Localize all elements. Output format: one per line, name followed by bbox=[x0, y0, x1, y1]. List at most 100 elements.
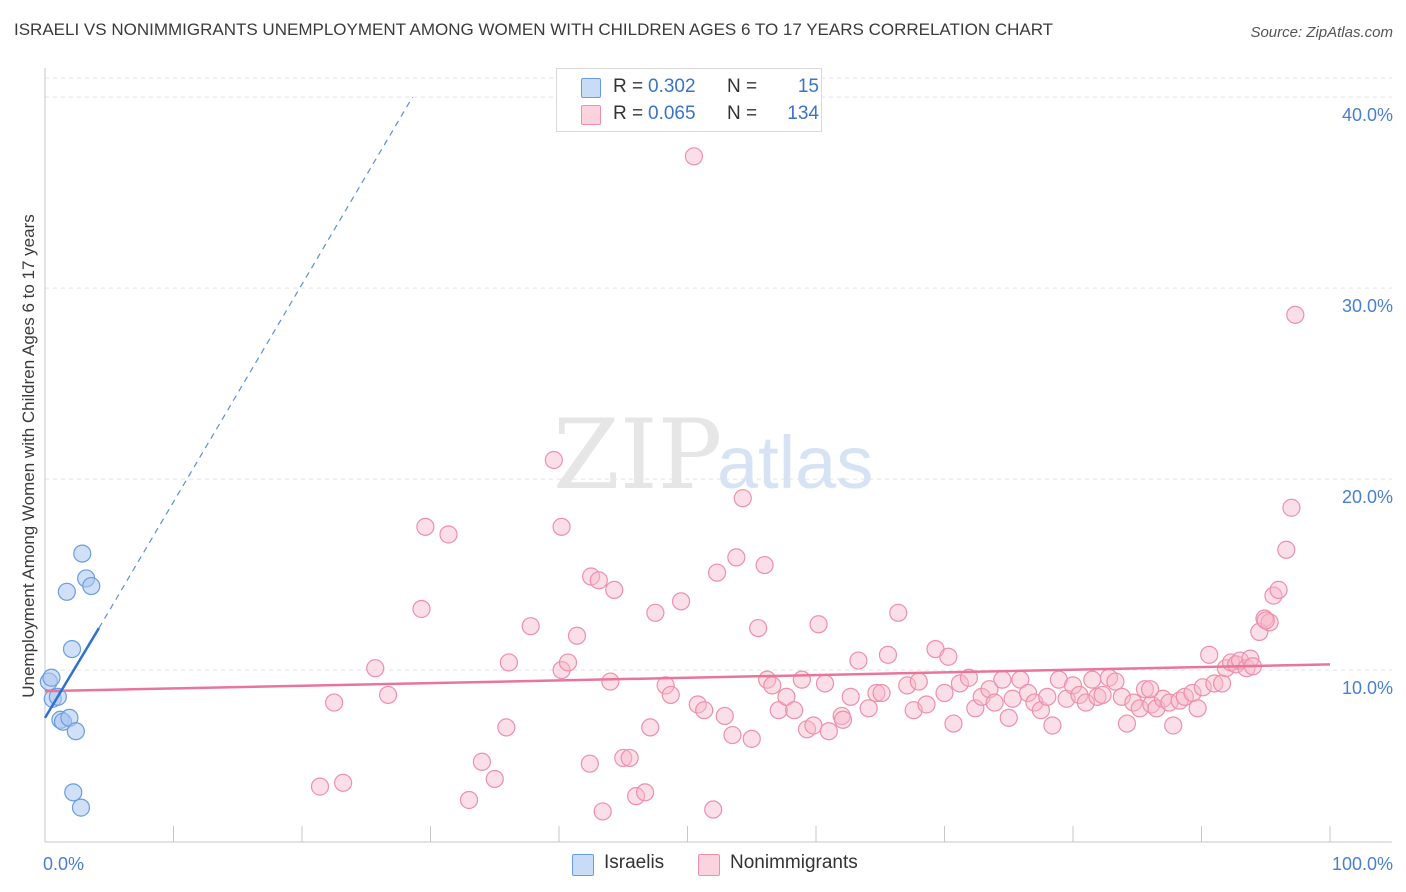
data-point-nonimmigrants bbox=[1237, 659, 1256, 678]
data-point-nonimmigrants bbox=[412, 599, 431, 619]
data-point-nonimmigrants bbox=[366, 659, 385, 678]
data-point-nonimmigrants bbox=[1216, 659, 1236, 678]
data-point-israelis bbox=[42, 668, 61, 687]
data-point-nonimmigrants bbox=[889, 603, 908, 622]
data-point-nonimmigrants bbox=[497, 718, 516, 737]
legend-n-value: 134 bbox=[787, 103, 819, 124]
data-point-nonimmigrants bbox=[727, 548, 746, 567]
data-point-nonimmigrants bbox=[985, 693, 1004, 712]
data-point-nonimmigrants bbox=[1063, 676, 1083, 695]
data-point-israelis bbox=[71, 798, 91, 817]
data-point-nonimmigrants bbox=[804, 716, 823, 735]
data-point-nonimmigrants bbox=[707, 563, 727, 582]
data-point-nonimmigrants bbox=[833, 710, 853, 729]
chart-title: ISRAELI VS NONIMMIGRANTS UNEMPLOYMENT AM… bbox=[14, 20, 1054, 39]
x-tick-labels: 0.0% 100.0% bbox=[43, 854, 1393, 874]
data-point-nonimmigrants bbox=[1286, 305, 1305, 324]
data-point-nonimmigrants bbox=[1193, 678, 1212, 697]
data-point-nonimmigrants bbox=[635, 783, 655, 802]
watermark: ZIP atlas bbox=[553, 399, 873, 511]
data-point-nonimmigrants bbox=[769, 701, 788, 720]
data-point-nonimmigrants bbox=[614, 748, 633, 768]
data-point-nonimmigrants bbox=[1135, 680, 1155, 699]
data-point-nonimmigrants bbox=[959, 668, 979, 687]
data-point-nonimmigrants bbox=[966, 699, 985, 718]
data-point-nonimmigrants bbox=[472, 752, 491, 771]
data-point-nonimmigrants bbox=[1083, 670, 1102, 689]
data-point-nonimmigrants bbox=[684, 147, 704, 166]
trend-lines bbox=[43, 96, 1331, 719]
data-point-nonimmigrants bbox=[939, 647, 958, 666]
data-point-israelis bbox=[57, 582, 76, 601]
data-point-nonimmigrants bbox=[626, 787, 646, 806]
data-point-nonimmigrants bbox=[733, 489, 752, 508]
legend-r-label: R = bbox=[613, 76, 644, 97]
data-point-nonimmigrants bbox=[1269, 580, 1288, 599]
data-point-nonimmigrants bbox=[1200, 645, 1219, 664]
data-point-nonimmigrants bbox=[704, 800, 723, 819]
data-point-nonimmigrants bbox=[620, 748, 639, 768]
data-point-nonimmigrants bbox=[909, 672, 928, 691]
data-point-nonimmigrants bbox=[872, 683, 891, 703]
legend-r-label: R = bbox=[613, 103, 644, 124]
x-tick-label-end: 100.0% bbox=[1332, 854, 1393, 874]
legend-r-value: 0.065 bbox=[648, 103, 696, 124]
data-point-nonimmigrants bbox=[849, 651, 868, 670]
data-point-nonimmigrants bbox=[1070, 685, 1089, 705]
data-point-nonimmigrants bbox=[601, 672, 620, 691]
bottom-legend-label-nonimmigrants: Nonimmigrants bbox=[730, 852, 858, 873]
legend-n-label: N = bbox=[727, 103, 758, 124]
y-tick-label: 10.0% bbox=[1342, 678, 1393, 698]
data-point-nonimmigrants bbox=[1164, 716, 1183, 735]
data-point-nonimmigrants bbox=[646, 603, 665, 622]
legend-swatch-israelis bbox=[581, 78, 601, 98]
axes bbox=[44, 68, 1392, 843]
data-point-nonimmigrants bbox=[1188, 699, 1207, 718]
data-point-nonimmigrants bbox=[777, 687, 796, 706]
y-tick-labels: 10.0% 20.0% 30.0% 40.0% bbox=[1342, 105, 1393, 698]
data-point-nonimmigrants bbox=[867, 683, 886, 703]
data-point-israelis bbox=[62, 639, 82, 659]
data-point-nonimmigrants bbox=[552, 517, 571, 536]
data-point-nonimmigrants bbox=[944, 714, 963, 733]
data-point-nonimmigrants bbox=[605, 580, 624, 599]
data-point-nonimmigrants bbox=[558, 653, 578, 672]
data-point-nonimmigrants bbox=[325, 693, 344, 712]
data-point-nonimmigrants bbox=[980, 680, 999, 699]
data-point-nonimmigrants bbox=[641, 718, 660, 737]
legend-n-value: 15 bbox=[797, 76, 819, 97]
bottom-legend-swatch-israelis bbox=[572, 854, 594, 876]
data-point-nonimmigrants bbox=[1106, 672, 1125, 691]
data-point-israelis bbox=[73, 544, 92, 563]
stats-legend: R = 0.302 N = 15 R = 0.065 N = 134 bbox=[556, 68, 822, 132]
data-point-israelis bbox=[64, 783, 83, 802]
data-point-nonimmigrants bbox=[755, 555, 774, 575]
data-point-nonimmigrants bbox=[567, 626, 587, 645]
data-point-nonimmigrants bbox=[1093, 685, 1112, 705]
data-point-nonimmigrants bbox=[917, 695, 936, 714]
bottom-legend-swatch-nonimmigrants bbox=[698, 854, 720, 876]
trend-line-israelis-extension bbox=[98, 96, 414, 629]
data-point-nonimmigrants bbox=[878, 645, 898, 664]
data-point-nonimmigrants bbox=[334, 773, 353, 792]
legend-n-label: N = bbox=[727, 76, 758, 97]
data-point-nonimmigrants bbox=[1043, 716, 1062, 735]
data-point-nonimmigrants bbox=[416, 517, 435, 536]
data-point-nonimmigrants bbox=[715, 706, 734, 726]
y-tick-label: 40.0% bbox=[1342, 105, 1393, 125]
data-point-nonimmigrants bbox=[763, 676, 782, 695]
data-point-nonimmigrants bbox=[819, 722, 838, 741]
data-point-nonimmigrants bbox=[1018, 683, 1038, 703]
data-point-nonimmigrants bbox=[1038, 687, 1057, 706]
data-point-israelis bbox=[66, 722, 85, 741]
data-point-nonimmigrants bbox=[749, 618, 768, 638]
trend-line-nonimmigrants bbox=[44, 663, 1331, 693]
series-israelis bbox=[39, 544, 101, 817]
y-tick-label: 30.0% bbox=[1342, 296, 1393, 316]
data-point-nonimmigrants bbox=[999, 708, 1018, 727]
data-point-nonimmigrants bbox=[661, 685, 680, 705]
watermark-zip: ZIP bbox=[553, 399, 722, 511]
data-point-nonimmigrants bbox=[589, 571, 608, 590]
data-point-nonimmigrants bbox=[552, 660, 571, 680]
